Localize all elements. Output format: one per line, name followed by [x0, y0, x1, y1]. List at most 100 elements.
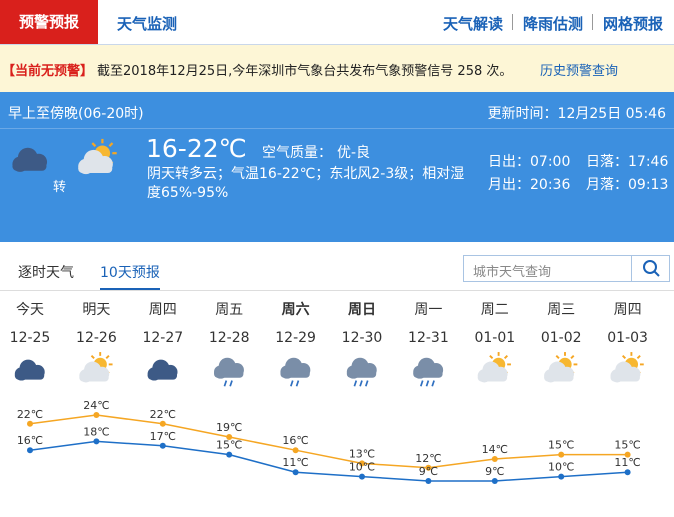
low-point	[159, 442, 166, 449]
icon-part	[214, 370, 244, 378]
icon-part	[290, 380, 294, 387]
search-button[interactable]	[631, 256, 670, 281]
nav-tab-active[interactable]: 预警预报	[0, 0, 98, 44]
low-label: 16℃	[17, 434, 43, 447]
high-label: 14℃	[482, 443, 508, 456]
temperature: 16-22℃	[146, 134, 247, 163]
high-label: 15℃	[614, 439, 640, 452]
today-panel: 早上至傍晚(06-20时) 更新时间：12月25日 05:46 转 16-22℃…	[0, 92, 674, 242]
date: 12-25	[10, 330, 51, 346]
icon-part	[108, 142, 114, 147]
description: 阴天转多云；气温16-22℃；东北风2-3级；相对湿度65%-95%	[147, 166, 465, 201]
period: 早上至傍晚(06-20时)	[8, 106, 144, 122]
icon-part	[544, 373, 574, 382]
nav-bar: 预警预报 天气监测 天气解读 降雨估测 网格预报	[0, 0, 674, 45]
high-point	[226, 434, 233, 440]
high-point	[491, 456, 498, 462]
nav-link[interactable]: 降雨估测	[523, 15, 584, 33]
nav-link[interactable]: 网格预报	[603, 15, 664, 33]
icon-part	[78, 164, 113, 173]
weather-icons	[12, 138, 117, 175]
high-point	[159, 420, 166, 427]
high-label: 22℃	[17, 408, 43, 421]
high-label: 15℃	[548, 439, 574, 452]
low-label: 11℃	[282, 456, 308, 469]
tab[interactable]: 逐时天气	[18, 265, 74, 281]
weekday: 周六	[282, 301, 310, 318]
low-point	[558, 473, 565, 480]
high-line	[29, 414, 628, 469]
date: 01-02	[541, 330, 582, 346]
nav-tab[interactable]: 天气监测	[117, 15, 178, 33]
icon-part	[413, 370, 443, 378]
weekday: 周日	[348, 302, 376, 318]
high-label: 22℃	[150, 408, 176, 421]
low-label: 15℃	[216, 439, 242, 452]
date: 01-01	[474, 330, 515, 346]
alert-message: 截至2018年12月25日,今年深圳市气象台共发布气象预警信号 258 次。	[97, 64, 513, 79]
low-point	[491, 478, 498, 484]
icon-part	[346, 370, 377, 378]
weekday: 周五	[215, 302, 243, 318]
icon-part	[570, 354, 575, 360]
high-point	[27, 420, 33, 427]
weekday: 周三	[547, 302, 575, 318]
date: 12-28	[209, 330, 250, 346]
icon-part	[359, 380, 363, 387]
alert-link[interactable]: 历史预警查询	[540, 64, 619, 79]
search-icon	[643, 260, 660, 277]
high-label: 19℃	[216, 421, 242, 434]
low-label: 17℃	[150, 430, 176, 443]
search-box[interactable]: 城市天气查询	[463, 255, 670, 282]
sunrise: 日出：07:00	[488, 154, 571, 170]
tab-active[interactable]: 10天预报	[100, 262, 160, 290]
date: 12-30	[342, 330, 383, 346]
high-point	[93, 412, 100, 418]
alert-bar: 【当前无预警】 截至2018年12月25日,今年深圳市气象台共发布气象预警信号 …	[0, 45, 674, 92]
sunset: 日落：17:46	[586, 154, 669, 170]
divider	[512, 14, 513, 30]
low-label: 9℃	[485, 465, 504, 478]
low-point	[93, 438, 100, 445]
icon-part	[419, 380, 424, 387]
icon-part	[280, 370, 310, 378]
low-point	[226, 451, 233, 458]
low-line	[29, 440, 628, 482]
icon-part	[489, 354, 494, 360]
icon-part	[610, 373, 640, 382]
high-label: 24℃	[83, 399, 109, 412]
low-label: 11℃	[614, 456, 640, 469]
icon-part	[503, 354, 509, 360]
weekday: 周一	[414, 302, 442, 318]
high-label: 13℃	[349, 447, 375, 460]
low-point	[359, 473, 365, 480]
icon-part	[477, 373, 508, 382]
high-point	[292, 447, 299, 454]
icon-part	[229, 380, 233, 387]
low-label: 10℃	[548, 461, 574, 474]
air-quality: 优-良	[337, 145, 371, 161]
high-point	[624, 451, 631, 458]
icon-part	[621, 354, 627, 360]
weekday: 明天	[82, 302, 110, 318]
update-time: 更新时间：12月25日 05:46	[487, 106, 666, 122]
low-label: 9℃	[419, 465, 438, 478]
nav-link[interactable]: 天气解读	[443, 15, 504, 33]
low-point	[292, 469, 299, 476]
weekday: 周四	[149, 302, 177, 318]
icon-part	[79, 373, 109, 382]
icon-part	[636, 354, 641, 360]
icon-part	[90, 354, 95, 360]
icon-part	[91, 142, 97, 147]
transition: 转	[53, 180, 67, 195]
date: 12-27	[142, 330, 183, 346]
air-quality-label: 空气质量：	[262, 145, 332, 161]
date: 12-31	[408, 330, 449, 346]
low-label: 10℃	[349, 461, 375, 474]
moonrise: 月出：20:36	[488, 177, 571, 193]
alert-status: 【当前无预警】	[2, 64, 94, 79]
divider	[592, 14, 593, 30]
icon-part	[295, 380, 300, 387]
high-point	[558, 451, 565, 458]
